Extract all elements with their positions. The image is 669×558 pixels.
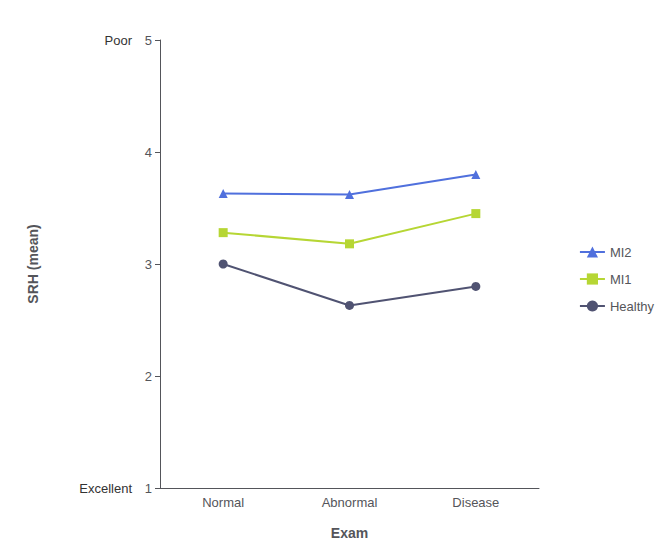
svg-text:1: 1 xyxy=(145,481,152,496)
svg-text:MI2: MI2 xyxy=(610,245,632,260)
svg-text:Poor: Poor xyxy=(105,33,133,48)
svg-text:3: 3 xyxy=(145,257,152,272)
svg-text:Disease: Disease xyxy=(452,495,499,510)
svg-text:SRH (mean): SRH (mean) xyxy=(25,224,41,303)
svg-text:Exam: Exam xyxy=(331,525,368,541)
svg-text:5: 5 xyxy=(145,33,152,48)
svg-text:MI1: MI1 xyxy=(610,272,632,287)
svg-text:2: 2 xyxy=(145,369,152,384)
svg-text:Excellent: Excellent xyxy=(79,481,132,496)
svg-text:Healthy: Healthy xyxy=(610,299,655,314)
svg-text:4: 4 xyxy=(145,145,152,160)
svg-text:Normal: Normal xyxy=(202,495,244,510)
svg-text:Abnormal: Abnormal xyxy=(322,495,378,510)
